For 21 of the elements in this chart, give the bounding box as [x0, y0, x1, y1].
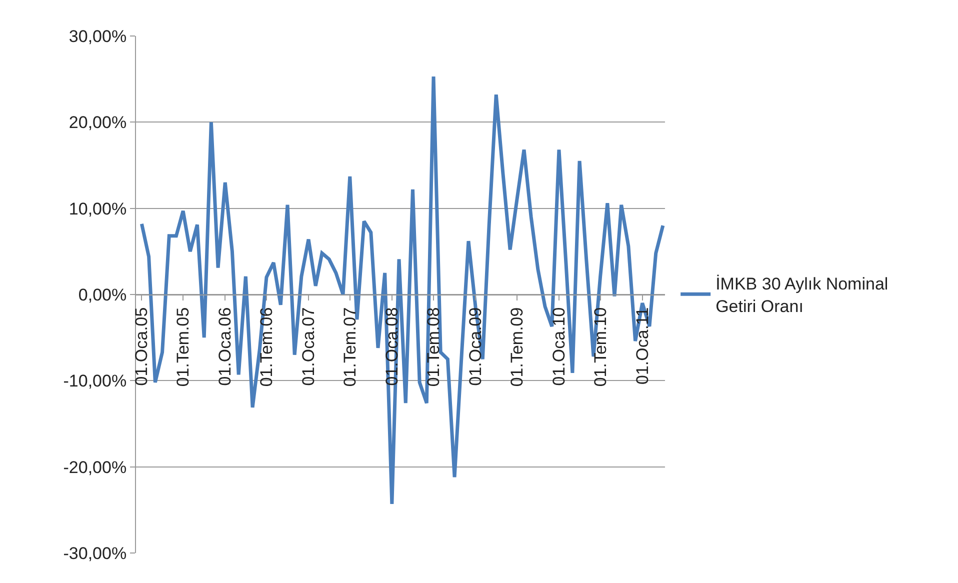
y-tick-label: 10,00%: [68, 199, 127, 218]
x-tick-label: 01.Oca.06: [216, 307, 235, 386]
x-tick-label: 01.Oca.05: [132, 307, 152, 386]
x-tick-label: 01.Oca.11: [632, 307, 652, 384]
x-tick-label: 01.Oca.07: [299, 307, 318, 386]
x-tick-label: 01.Tem.05: [174, 307, 193, 387]
y-tick-label: 30,00%: [68, 26, 127, 46]
x-tick-label: 01.Oca.10: [549, 307, 568, 386]
y-tick-label: -20,00%: [63, 458, 127, 477]
y-tick-label: -10,00%: [63, 372, 127, 391]
x-tick-label: 01.Oca.09: [466, 307, 486, 386]
x-tick-label: 01.Tem.07: [340, 307, 360, 387]
y-tick-label: 20,00%: [68, 113, 127, 132]
x-tick-label: 01.Tem.08: [424, 307, 444, 387]
y-tick-label: 0,00%: [78, 285, 127, 304]
x-tick-label: 01.Tem.06: [257, 307, 276, 387]
x-tick-label: 01.Tem.09: [507, 307, 526, 387]
y-tick-label: -30,00%: [63, 544, 127, 563]
legend-label: İMKB 30 Aylık Nominal Getiri Oranı: [716, 274, 888, 316]
x-tick-label: 01.Oca.08: [382, 307, 402, 386]
x-tick-label: 01.Tem.10: [590, 307, 610, 387]
